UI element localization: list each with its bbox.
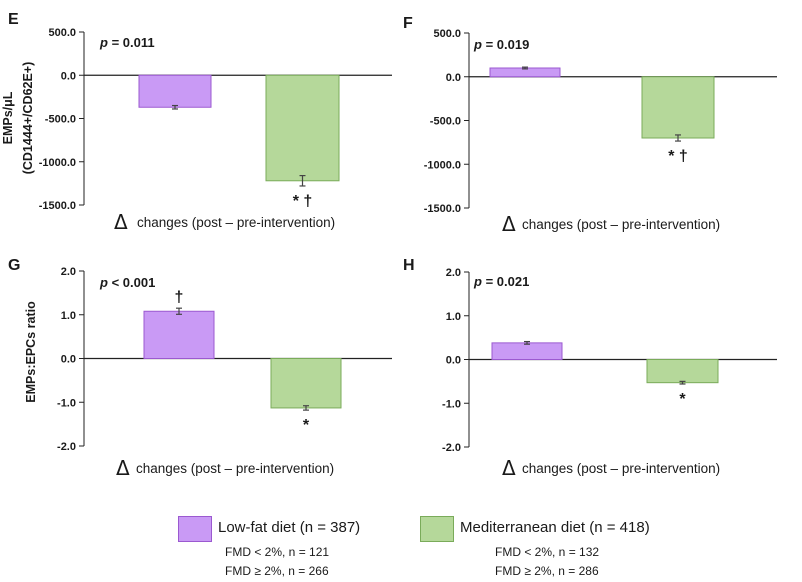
y-tick-label: -500.0 [45,114,76,126]
p-value-label: p = 0.011 [99,35,155,50]
x-axis-label: changes (post – pre-intervention) [137,215,335,230]
legend-fmd-high-lowfat: FMD ≥ 2%, n = 266 [225,564,329,578]
panel-f: Fp = 0.019 500.0 0.0 -500.0 -1000.0 -1500.0 * … [403,15,777,236]
error-bar [299,174,306,187]
legend-swatch-lowfat [178,516,212,542]
error-bar [679,380,686,385]
p-value-label: p = 0.021 [473,274,529,289]
y-tick-label: 0.0 [61,354,76,366]
bar-mediterranean [265,74,340,182]
y-tick-label: -1000.0 [424,159,461,171]
error-bar [172,104,178,110]
bar-mediterranean [270,358,342,409]
p-symbol: p [99,275,108,290]
legend-label-mediterranean: Mediterranean diet (n = 418) [460,519,650,536]
y-axis-label: (CD1444+/CD62E+) [21,62,35,175]
error-bar [524,340,530,345]
x-axis-label: changes (post – pre-intervention) [522,217,720,232]
error-bar [675,134,681,142]
delta-symbol: Δ [116,456,130,480]
y-tick-label: 500.0 [433,28,461,40]
panel-letter: E [8,11,19,28]
panel-e: Ep = 0.011 500.0 0.0 -500.0 -1000.0 -1500.0 * … [1,11,392,234]
p-value-label: p = 0.019 [473,37,529,52]
significance-annotation: † [175,289,184,306]
delta-symbol: Δ [502,212,516,236]
p-value-text: = 0.011 [108,35,155,50]
y-tick-label: -1500.0 [39,200,76,212]
p-value-label: p < 0.001 [99,275,155,290]
y-tick-label: 1.0 [446,311,461,323]
p-value-text: = 0.019 [482,37,529,52]
y-tick-label: -2.0 [57,441,76,453]
y-tick-label: 1.0 [61,310,76,322]
y-tick-label: 0.0 [446,355,461,367]
significance-annotation: * † [668,148,688,165]
p-symbol: p [99,35,108,50]
panel-h: Hp = 0.021 2.0 1.0 0.0 -1.0 -2.0 * Δ changes (po… [403,257,777,480]
panel-g: Gp < 0.001 2.0 1.0 0.0 -1.0 -2.0 † * Δ changes (p… [8,257,392,480]
delta-symbol: Δ [114,210,128,234]
significance-annotation: * † [293,193,313,210]
panel-letter: H [403,257,415,274]
y-tick-label: 2.0 [446,267,461,279]
p-value-text: = 0.021 [482,274,529,289]
y-tick-label: -2.0 [442,442,461,454]
legend-swatch-mediterranean [420,516,454,542]
error-bar [176,307,182,315]
y-tick-label: -1.0 [442,398,461,410]
error-bar [303,405,309,411]
y-tick-label: 0.0 [61,70,76,82]
y-tick-label: -1.0 [57,397,76,409]
y-axis-label: EMPs/μL [1,91,15,144]
y-tick-label: 500.0 [48,27,76,39]
bar-mediterranean [646,359,719,384]
bar-lowfat [491,342,563,360]
p-value-text: < 0.001 [108,275,155,290]
bar-lowfat [138,74,212,108]
x-axis-label: changes (post – pre-intervention) [522,461,720,476]
y-tick-label: -1000.0 [39,157,76,169]
bar-mediterranean [641,76,715,139]
bar-lowfat [143,310,215,359]
p-symbol: p [473,274,482,289]
panel-letter: G [8,257,20,274]
y-tick-label: -1500.0 [424,203,461,215]
significance-annotation: * [303,417,310,434]
y-tick-label: 2.0 [61,266,76,278]
y-tick-label: -500.0 [430,116,461,128]
error-bar [522,66,528,70]
legend-fmd-high-mediterranean: FMD ≥ 2%, n = 286 [495,564,599,578]
panel-letter: F [403,15,413,32]
x-axis-label: changes (post – pre-intervention) [136,461,334,476]
y-tick-label: 0.0 [446,72,461,84]
legend-fmd-low-mediterranean: FMD < 2%, n = 132 [495,545,600,559]
legend-fmd-low-lowfat: FMD < 2%, n = 121 [225,545,330,559]
delta-symbol: Δ [502,456,516,480]
legend-label-lowfat: Low-fat diet (n = 387) [218,519,361,536]
p-symbol: p [473,37,482,52]
significance-annotation: * [679,391,686,408]
y-axis-label: EMPs:EPCs ratio [24,301,38,403]
